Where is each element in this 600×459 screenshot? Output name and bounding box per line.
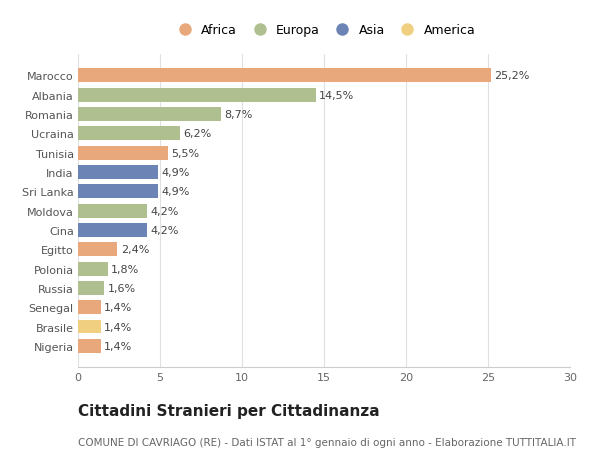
Bar xyxy=(78,281,104,295)
Bar xyxy=(78,301,101,314)
Text: 4,9%: 4,9% xyxy=(161,187,190,197)
Text: COMUNE DI CAVRIAGO (RE) - Dati ISTAT al 1° gennaio di ogni anno - Elaborazione T: COMUNE DI CAVRIAGO (RE) - Dati ISTAT al … xyxy=(78,437,576,447)
Text: 4,2%: 4,2% xyxy=(150,225,179,235)
Text: 1,6%: 1,6% xyxy=(107,283,136,293)
Bar xyxy=(78,224,147,237)
Text: 1,4%: 1,4% xyxy=(104,322,133,332)
Text: 1,4%: 1,4% xyxy=(104,302,133,313)
Bar xyxy=(78,243,118,257)
Text: 4,2%: 4,2% xyxy=(150,206,179,216)
Bar xyxy=(78,320,101,334)
Bar xyxy=(78,339,101,353)
Text: 14,5%: 14,5% xyxy=(319,90,355,101)
Text: 5,5%: 5,5% xyxy=(172,148,200,158)
Bar xyxy=(78,146,168,160)
Bar xyxy=(78,89,316,102)
Bar xyxy=(78,262,107,276)
Bar xyxy=(78,108,221,122)
Text: 2,4%: 2,4% xyxy=(121,245,149,255)
Text: 1,8%: 1,8% xyxy=(111,264,139,274)
Text: 6,2%: 6,2% xyxy=(183,129,211,139)
Bar xyxy=(78,166,158,179)
Bar xyxy=(78,204,147,218)
Text: 8,7%: 8,7% xyxy=(224,110,253,120)
Text: Cittadini Stranieri per Cittadinanza: Cittadini Stranieri per Cittadinanza xyxy=(78,403,380,419)
Bar xyxy=(78,69,491,83)
Text: 25,2%: 25,2% xyxy=(494,71,530,81)
Legend: Africa, Europa, Asia, America: Africa, Europa, Asia, America xyxy=(173,24,475,37)
Bar xyxy=(78,127,179,141)
Text: 4,9%: 4,9% xyxy=(161,168,190,178)
Bar xyxy=(78,185,158,199)
Text: 1,4%: 1,4% xyxy=(104,341,133,351)
